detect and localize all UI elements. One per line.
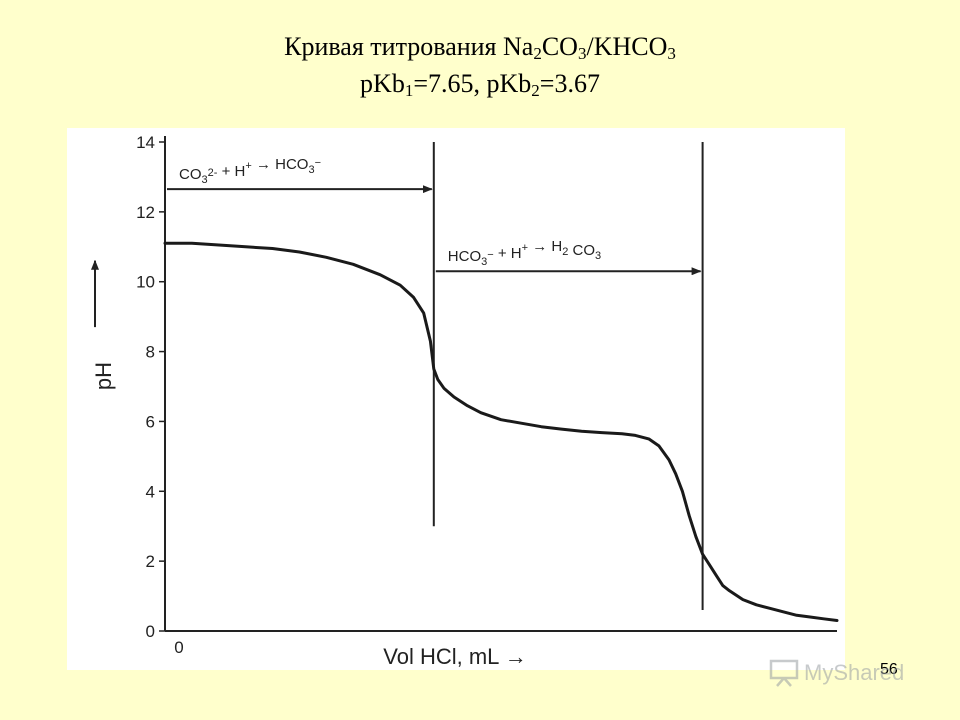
reaction-label-part: + xyxy=(522,242,528,254)
y-tick-label: 6 xyxy=(146,412,155,431)
reaction-label-part: − xyxy=(315,157,321,169)
reaction-label-part: → H xyxy=(528,238,562,255)
reaction-label-part: CO xyxy=(568,242,595,259)
title-line-2: pKb1=7.65, pKb2=3.67 xyxy=(360,69,600,100)
titration-chart: CO32- + H+ → HCO3−HCO3− + H+ → H2 CO3 02… xyxy=(91,133,839,669)
y-axis-title: pH xyxy=(91,362,116,390)
reaction-label-part: − xyxy=(487,249,493,261)
y-tick-label: 12 xyxy=(136,203,155,222)
y-tick-label: 14 xyxy=(136,133,155,152)
x-tick-label: 0 xyxy=(174,638,183,657)
reaction-label-part: 2 xyxy=(562,246,568,258)
reaction-label-part: 2- xyxy=(208,167,218,179)
reaction-label: HCO3− + H+ → H2 CO3 xyxy=(448,238,601,268)
reaction-label-part: 3 xyxy=(308,164,314,176)
reaction-label-part: CO xyxy=(179,166,202,183)
reaction-label-part: 3 xyxy=(202,174,208,186)
title-line-1: Кривая титрования Na2CO3/KHCO3 xyxy=(284,32,676,63)
reaction-label-part: + H xyxy=(494,245,522,262)
reaction-label-part: HCO xyxy=(448,248,481,265)
y-tick-label: 4 xyxy=(146,482,155,501)
reaction-label-part: 3 xyxy=(595,250,601,262)
y-tick-label: 2 xyxy=(146,552,155,571)
slide-title: Кривая титрования Na2CO3/KHCO3 pKb1=7.65… xyxy=(0,28,960,102)
reaction-label-part: → HCO xyxy=(252,156,309,173)
y-tick-label: 8 xyxy=(146,343,155,362)
x-axis-title: Vol HCl, mL → xyxy=(383,644,526,669)
slide-number: 56 xyxy=(880,661,898,678)
reaction-label: CO32- + H+ → HCO3− xyxy=(179,156,321,186)
y-tick-label: 0 xyxy=(146,622,155,641)
reaction-label-part: 3 xyxy=(481,256,487,268)
watermark-text: MyShared xyxy=(804,660,905,685)
reaction-label-part: + H xyxy=(217,163,245,180)
y-tick-label: 10 xyxy=(136,273,155,292)
reaction-label-part: + xyxy=(245,160,251,172)
watermark: MyShared xyxy=(768,658,928,690)
presentation-board-icon xyxy=(769,659,799,687)
titration-curve xyxy=(163,241,839,622)
